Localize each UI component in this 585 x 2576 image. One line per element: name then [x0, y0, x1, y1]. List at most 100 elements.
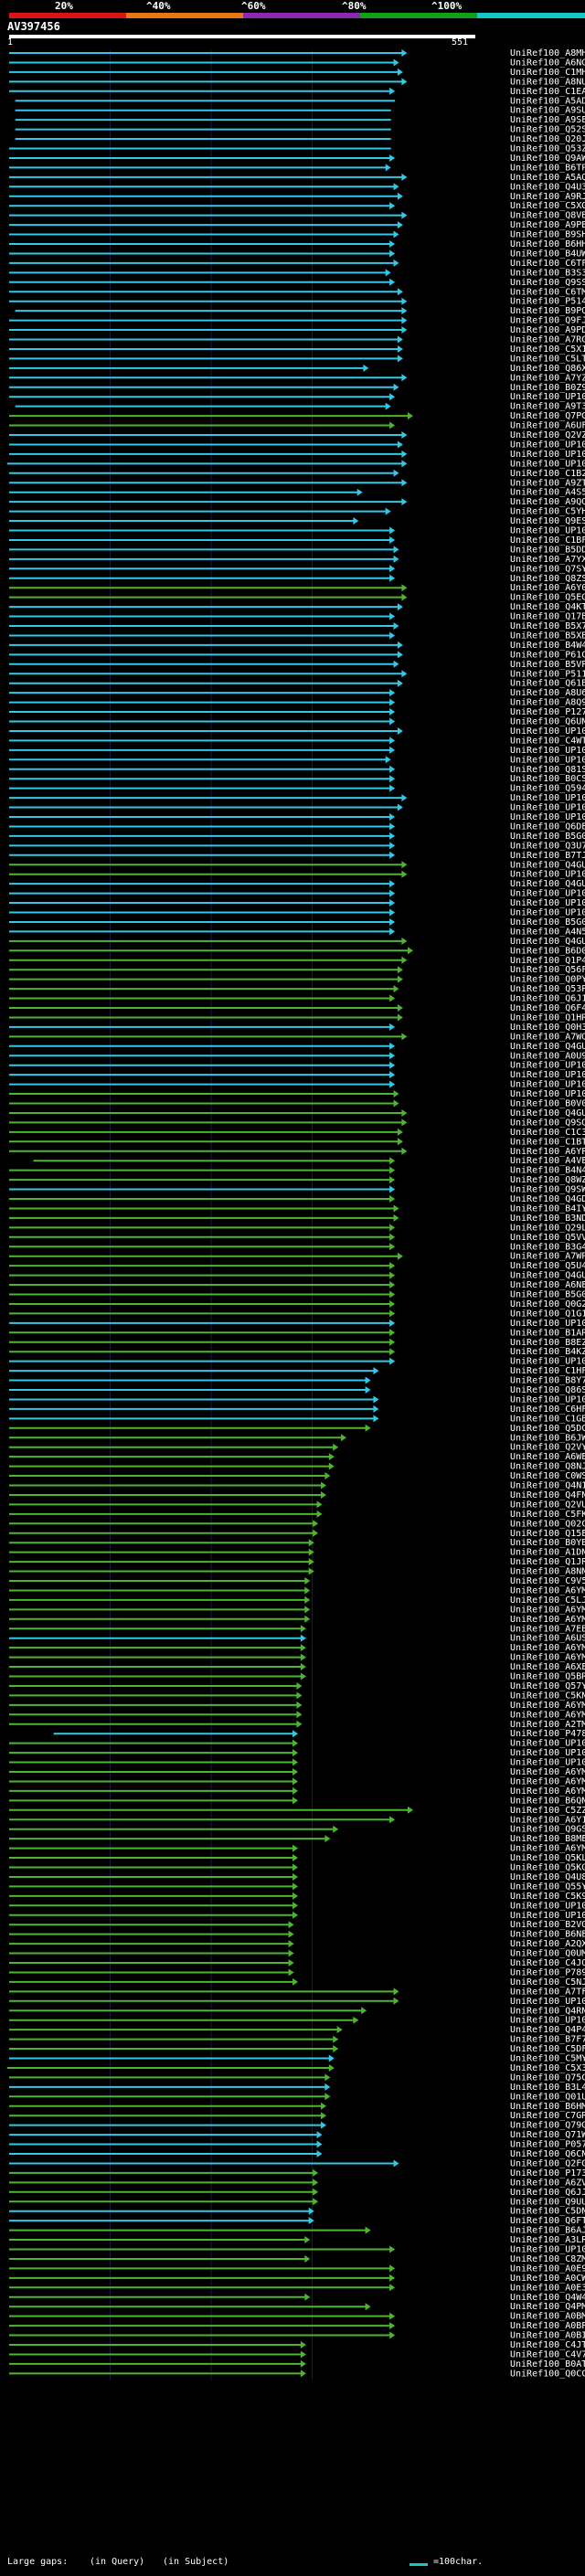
- hit-id-label[interactable]: UniRef100_Q1HR16: [510, 1012, 585, 1023]
- hit-id-label[interactable]: UniRef100_C5DFH3: [510, 2044, 585, 2054]
- hit-row[interactable]: UniRef100_Q8WZS2: [9, 1175, 585, 1185]
- hit-id-label[interactable]: UniRef100_A0U9T8: [510, 1051, 585, 1061]
- hit-row[interactable]: UniRef100_Q71WE2: [9, 2130, 585, 2140]
- hit-row[interactable]: UniRef100_P78946: [9, 1967, 585, 1977]
- hit-row[interactable]: UniRef100_A6XE88: [9, 1662, 585, 1672]
- hit-row[interactable]: UniRef100_Q86SZ4: [9, 1385, 585, 1395]
- hit-id-label[interactable]: UniRef100_C1MHL0: [510, 68, 585, 78]
- hit-id-label[interactable]: UniRef100_UP1000..: [510, 793, 585, 803]
- hit-row[interactable]: UniRef100_A5AD03: [15, 96, 585, 106]
- hit-id-label[interactable]: UniRef100_B8Y7D0: [510, 1376, 585, 1386]
- hit-row[interactable]: UniRef100_Q4GUE1: [9, 879, 585, 889]
- hit-row[interactable]: UniRef100_UP1000..: [9, 812, 585, 822]
- hit-id-label[interactable]: UniRef100_UP1000..: [510, 440, 585, 450]
- hit-id-label[interactable]: UniRef100_A8MHS7: [510, 48, 585, 58]
- hit-id-label[interactable]: UniRef100_B7F7H9: [510, 2035, 585, 2045]
- hit-id-label[interactable]: UniRef100_Q81SQ2: [510, 765, 585, 775]
- hit-row[interactable]: UniRef100_B7TJ03: [9, 851, 585, 861]
- hit-id-label[interactable]: UniRef100_B3S343: [510, 268, 585, 278]
- hit-id-label[interactable]: UniRef100_A6US51: [510, 1634, 585, 1644]
- hit-row[interactable]: UniRef100_B5X7R0: [9, 621, 585, 631]
- hit-id-label[interactable]: UniRef100_P17364: [510, 2168, 585, 2178]
- hit-id-label[interactable]: UniRef100_C8ZMA7: [510, 2254, 585, 2264]
- hit-id-label[interactable]: UniRef100_UP1000..: [510, 1997, 585, 2007]
- hit-row[interactable]: UniRef100_B0YB57: [9, 1538, 585, 1548]
- hit-id-label[interactable]: UniRef100_B5G065: [510, 1290, 585, 1300]
- hit-id-label[interactable]: UniRef100_B2VGR0: [510, 1920, 585, 1930]
- hit-id-label[interactable]: UniRef100_A9PBY3: [510, 220, 585, 230]
- hit-id-label[interactable]: UniRef100_Q0H3H1: [510, 1023, 585, 1033]
- hit-id-label[interactable]: UniRef100_UP1000..: [510, 908, 585, 918]
- hit-row[interactable]: UniRef100_Q6DEQ7: [9, 822, 585, 832]
- hit-row[interactable]: UniRef100_P17364: [9, 2168, 585, 2178]
- hit-row[interactable]: UniRef100_B6HHG3: [9, 239, 585, 249]
- hit-row[interactable]: UniRef100_B0V0L1: [9, 1099, 585, 1109]
- hit-row[interactable]: UniRef100_A6YM14: [9, 1844, 585, 1854]
- hit-row[interactable]: UniRef100_B4KZ95: [9, 1347, 585, 1357]
- hit-row[interactable]: UniRef100_A4N527: [9, 927, 585, 937]
- hit-row[interactable]: UniRef100_Q0PY0Z: [9, 975, 585, 985]
- hit-row[interactable]: UniRef100_B5XBE5: [9, 631, 585, 641]
- hit-row[interactable]: UniRef100_C7GRX9: [9, 2111, 585, 2121]
- hit-id-label[interactable]: UniRef100_Q4FNV3: [510, 1490, 585, 1500]
- hit-id-label[interactable]: UniRef100_Q7SYA1: [510, 564, 585, 574]
- hit-id-label[interactable]: UniRef100_Q4GUD5: [510, 937, 585, 947]
- hit-row[interactable]: UniRef100_A9ZTA4: [9, 478, 585, 488]
- hit-id-label[interactable]: UniRef100_B6NEA6: [510, 1930, 585, 1940]
- hit-id-label[interactable]: UniRef100_B6JWZ6: [510, 1433, 585, 1443]
- hit-row[interactable]: UniRef100_UP1000..: [9, 1080, 585, 1090]
- hit-row[interactable]: UniRef100_UP1000..: [9, 1911, 585, 1921]
- hit-row[interactable]: UniRef100_A6YPA9: [9, 1147, 585, 1157]
- hit-id-label[interactable]: UniRef100_Q9GS72: [510, 1825, 585, 1835]
- hit-id-label[interactable]: UniRef100_Q5EGT2: [510, 593, 585, 603]
- hit-id-label[interactable]: UniRef100_A6YMM1: [510, 1710, 585, 1720]
- hit-id-label[interactable]: UniRef100_UP1000..: [510, 889, 585, 899]
- hit-id-label[interactable]: UniRef100_Q0PY0Z: [510, 975, 585, 985]
- hit-row[interactable]: UniRef100_C5DNK0: [9, 2207, 585, 2217]
- hit-id-label[interactable]: UniRef100_B6QN13: [510, 1796, 585, 1806]
- hit-id-label[interactable]: UniRef100_Q3U7N1: [510, 841, 585, 851]
- hit-row[interactable]: UniRef100_Q6CN97: [9, 2149, 585, 2159]
- hit-id-label[interactable]: UniRef100_UP1000..: [510, 726, 585, 737]
- hit-id-label[interactable]: UniRef100_Q71WE2: [510, 2130, 585, 2140]
- hit-row[interactable]: UniRef100_A6WET5: [9, 1452, 585, 1462]
- hit-id-label[interactable]: UniRef100_UP1000..: [510, 870, 585, 880]
- hit-id-label[interactable]: UniRef100_UP1000..: [510, 746, 585, 756]
- hit-row[interactable]: UniRef100_C1GBM4: [9, 1414, 585, 1424]
- hit-id-label[interactable]: UniRef100_A1DNH6: [510, 1548, 585, 1558]
- hit-row[interactable]: UniRef100_A9QQ76: [9, 497, 585, 507]
- hit-row[interactable]: UniRef100_C0WSX6: [9, 1471, 585, 1481]
- hit-id-label[interactable]: UniRef100_B6HMK2: [510, 2102, 585, 2112]
- hit-id-label[interactable]: UniRef100_A9PDM4: [510, 325, 585, 335]
- hit-id-label[interactable]: UniRef100_UP1000..: [510, 1758, 585, 1768]
- hit-row[interactable]: UniRef100_UP1000..: [9, 1997, 585, 2007]
- hit-row[interactable]: UniRef100_Q01UK5: [9, 2092, 585, 2102]
- hit-id-label[interactable]: UniRef100_UP1000..: [510, 803, 585, 813]
- hit-row[interactable]: UniRef100_B9PQV6: [15, 306, 585, 316]
- hit-row[interactable]: UniRef100_Q56F63: [9, 965, 585, 975]
- hit-row[interactable]: UniRef100_A7YXE9: [9, 555, 585, 565]
- hit-row[interactable]: UniRef100_C6TF18: [9, 259, 585, 269]
- hit-id-label[interactable]: UniRef100_B6TPG7: [510, 163, 585, 173]
- hit-row[interactable]: UniRef100_A6YM69: [9, 1767, 585, 1777]
- hit-id-label[interactable]: UniRef100_UP1000..: [510, 1748, 585, 1758]
- hit-row[interactable]: UniRef100_Q4FNV3: [9, 1490, 585, 1500]
- hit-id-label[interactable]: UniRef100_A7YXE9: [510, 555, 585, 565]
- hit-row[interactable]: UniRef100_P61C02: [9, 650, 585, 660]
- hit-id-label[interactable]: UniRef100_Q9ES34: [510, 516, 585, 526]
- hit-row[interactable]: UniRef100_C8ZMA7: [9, 2254, 585, 2264]
- hit-row[interactable]: UniRef100_Q1JR69: [9, 1557, 585, 1567]
- hit-row[interactable]: UniRef100_Q5BRJ9: [9, 1672, 585, 1682]
- hit-row[interactable]: UniRef100_Q5VVU2: [9, 1233, 585, 1243]
- hit-row[interactable]: UniRef100_Q2FG03: [9, 2158, 585, 2168]
- hit-row[interactable]: UniRef100_B1ARH5: [9, 1328, 585, 1338]
- hit-id-label[interactable]: UniRef100_UP1000..: [510, 1089, 585, 1099]
- hit-row[interactable]: UniRef100_UP1000..: [9, 793, 585, 803]
- hit-id-label[interactable]: UniRef100_P51144: [510, 669, 585, 679]
- hit-row[interactable]: UniRef100_C6TMN2: [9, 287, 585, 297]
- hit-row[interactable]: UniRef100_C4WTN8: [9, 736, 585, 746]
- hit-row[interactable]: UniRef100_Q4P4V8: [9, 2025, 585, 2035]
- hit-row[interactable]: UniRef100_A6YM11: [9, 1615, 585, 1625]
- hit-row[interactable]: UniRef100_Q1P413: [9, 956, 585, 966]
- hit-row[interactable]: UniRef100_Q2VZR1: [9, 430, 585, 440]
